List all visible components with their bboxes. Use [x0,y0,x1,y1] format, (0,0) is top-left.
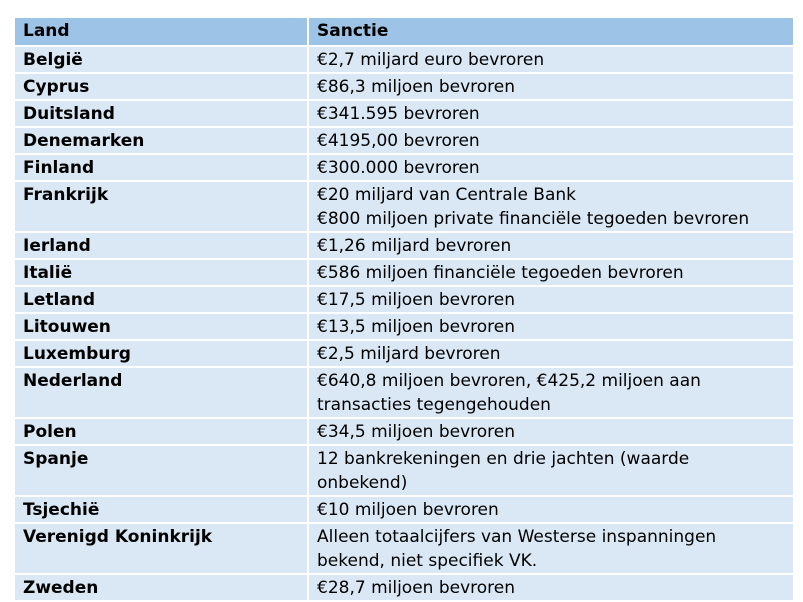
sanctions-table: Land Sanctie België €2,7 miljard euro be… [13,16,795,602]
sanction-cell: €10 miljoen bevroren [307,495,795,524]
sanction-cell: €34,5 miljoen bevroren [307,417,795,446]
country-cell: Denemarken [13,126,309,155]
sanction-cell: €13,5 miljoen bevroren [307,312,795,341]
column-header-land: Land [13,16,309,47]
sanctions-table-container: Land Sanctie België €2,7 miljard euro be… [13,16,795,602]
table-row: Cyprus €86,3 miljoen bevroren [13,72,795,101]
country-cell: Luxemburg [13,339,309,368]
column-header-sanctie: Sanctie [307,16,795,47]
sanction-cell: €4195,00 bevroren [307,126,795,155]
country-cell: België [13,45,309,74]
country-cell: Cyprus [13,72,309,101]
sanction-cell: €300.000 bevroren [307,153,795,182]
sanction-cell: Alleen totaalcijfers van Westerse inspan… [307,522,795,575]
country-cell: Frankrijk [13,180,309,233]
table-row: Letland €17,5 miljoen bevroren [13,285,795,314]
country-cell: Polen [13,417,309,446]
table-row: Spanje 12 bankrekeningen en drie jachten… [13,444,795,497]
sanction-cell: €586 miljoen financiële tegoeden bevrore… [307,258,795,287]
table-body: België €2,7 miljard euro bevroren Cyprus… [13,45,795,602]
table-row: Polen €34,5 miljoen bevroren [13,417,795,446]
sanction-cell: €2,5 miljard bevroren [307,339,795,368]
country-cell: Tsjechië [13,495,309,524]
sanction-cell: €28,7 miljoen bevroren [307,573,795,602]
country-cell: Nederland [13,366,309,419]
country-cell: Duitsland [13,99,309,128]
table-row: Ierland €1,26 miljard bevroren [13,231,795,260]
table-row: Nederland €640,8 miljoen bevroren, €425,… [13,366,795,419]
table-row: Duitsland €341.595 bevroren [13,99,795,128]
sanction-cell: €2,7 miljard euro bevroren [307,45,795,74]
sanction-cell: 12 bankrekeningen en drie jachten (waard… [307,444,795,497]
table-row: Finland €300.000 bevroren [13,153,795,182]
sanction-cell: €640,8 miljoen bevroren, €425,2 miljoen … [307,366,795,419]
sanction-cell: €86,3 miljoen bevroren [307,72,795,101]
table-row: Denemarken €4195,00 bevroren [13,126,795,155]
table-row: Tsjechië €10 miljoen bevroren [13,495,795,524]
sanction-cell: €17,5 miljoen bevroren [307,285,795,314]
table-row: Litouwen €13,5 miljoen bevroren [13,312,795,341]
country-cell: Zweden [13,573,309,602]
table-row: Zweden €28,7 miljoen bevroren [13,573,795,602]
table-row: Italië €586 miljoen financiële tegoeden … [13,258,795,287]
table-row: Verenigd Koninkrijk Alleen totaalcijfers… [13,522,795,575]
table-row: Frankrijk €20 miljard van Centrale Bank … [13,180,795,233]
country-cell: Ierland [13,231,309,260]
country-cell: Verenigd Koninkrijk [13,522,309,575]
header-row: Land Sanctie [13,16,795,47]
table-row: België €2,7 miljard euro bevroren [13,45,795,74]
sanction-cell: €341.595 bevroren [307,99,795,128]
table-header: Land Sanctie [13,16,795,47]
country-cell: Litouwen [13,312,309,341]
table-row: Luxemburg €2,5 miljard bevroren [13,339,795,368]
country-cell: Letland [13,285,309,314]
country-cell: Italië [13,258,309,287]
country-cell: Spanje [13,444,309,497]
sanction-cell: €1,26 miljard bevroren [307,231,795,260]
country-cell: Finland [13,153,309,182]
sanction-cell: €20 miljard van Centrale Bank €800 miljo… [307,180,795,233]
